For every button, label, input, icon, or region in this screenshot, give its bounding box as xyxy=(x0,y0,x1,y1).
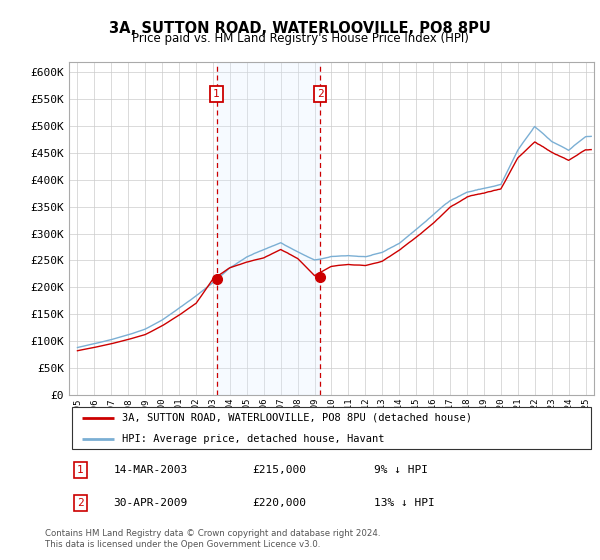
Text: £215,000: £215,000 xyxy=(253,465,307,475)
Text: Price paid vs. HM Land Registry's House Price Index (HPI): Price paid vs. HM Land Registry's House … xyxy=(131,32,469,45)
Text: 2: 2 xyxy=(317,89,323,99)
Text: 13% ↓ HPI: 13% ↓ HPI xyxy=(373,498,434,508)
Bar xyxy=(217,62,320,395)
Text: 9% ↓ HPI: 9% ↓ HPI xyxy=(373,465,427,475)
Text: 2: 2 xyxy=(77,498,84,508)
Text: 1: 1 xyxy=(213,89,220,99)
Text: £220,000: £220,000 xyxy=(253,498,307,508)
Text: HPI: Average price, detached house, Havant: HPI: Average price, detached house, Hava… xyxy=(121,435,384,444)
Text: This data is licensed under the Open Government Licence v3.0.: This data is licensed under the Open Gov… xyxy=(45,540,320,549)
FancyBboxPatch shape xyxy=(71,407,592,449)
Text: 30-APR-2009: 30-APR-2009 xyxy=(113,498,188,508)
Text: 14-MAR-2003: 14-MAR-2003 xyxy=(113,465,188,475)
Text: 3A, SUTTON ROAD, WATERLOOVILLE, PO8 8PU (detached house): 3A, SUTTON ROAD, WATERLOOVILLE, PO8 8PU … xyxy=(121,413,472,423)
Text: Contains HM Land Registry data © Crown copyright and database right 2024.: Contains HM Land Registry data © Crown c… xyxy=(45,529,380,538)
Text: 3A, SUTTON ROAD, WATERLOOVILLE, PO8 8PU: 3A, SUTTON ROAD, WATERLOOVILLE, PO8 8PU xyxy=(109,21,491,36)
Text: 1: 1 xyxy=(77,465,84,475)
